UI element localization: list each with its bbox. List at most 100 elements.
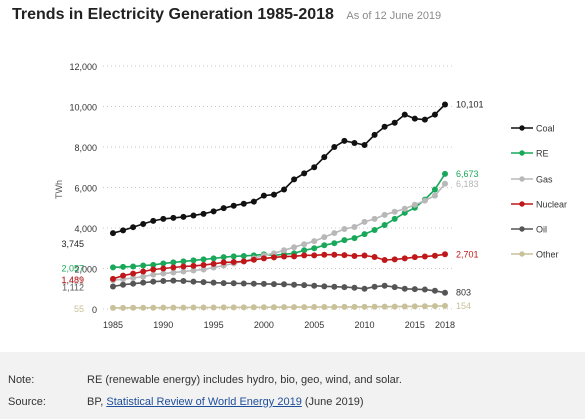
data-point-gas	[351, 223, 358, 230]
start-value-label: 55	[74, 304, 84, 314]
plot-area: 0 2,000 4,000 6,000 8,000 10,000 12,000 TWh 1985…	[0, 38, 585, 352]
data-point-oil	[371, 283, 378, 290]
data-point-coal	[341, 137, 348, 144]
data-point-other	[291, 304, 298, 311]
data-point-nuclear	[220, 259, 227, 266]
y-tick-label: 6,000	[74, 184, 97, 194]
legend-swatch-marker	[519, 226, 525, 232]
data-point-other	[190, 304, 197, 311]
data-point-re	[381, 221, 388, 228]
data-point-other	[331, 303, 338, 310]
data-point-re	[210, 255, 217, 262]
data-point-oil	[250, 280, 257, 287]
data-point-re	[351, 235, 358, 242]
legend-swatch-marker	[519, 150, 525, 156]
data-point-re	[220, 254, 227, 261]
data-point-coal	[411, 115, 418, 122]
data-point-other	[371, 303, 378, 310]
data-point-oil	[120, 281, 127, 288]
legend-swatch-marker	[519, 251, 525, 257]
data-point-gas	[391, 208, 398, 215]
data-point-re	[110, 264, 116, 271]
data-point-oil	[150, 278, 157, 285]
data-point-gas	[140, 273, 147, 280]
data-point-nuclear	[381, 256, 388, 263]
data-point-oil	[220, 280, 227, 287]
data-point-re	[150, 261, 157, 268]
data-point-other	[270, 304, 277, 311]
data-point-nuclear	[321, 251, 328, 258]
data-point-coal	[210, 208, 217, 215]
data-point-nuclear	[170, 264, 177, 271]
data-point-oil	[240, 280, 247, 287]
data-point-coal	[120, 227, 127, 234]
note-row: Note: RE (renewable energy) includes hydr…	[8, 374, 402, 386]
data-point-coal	[351, 139, 358, 146]
data-point-re	[301, 247, 308, 254]
legend-label: Gas	[536, 175, 553, 185]
data-point-other	[311, 304, 318, 311]
data-point-oil	[210, 279, 217, 286]
data-point-re	[200, 256, 207, 263]
data-point-coal	[190, 212, 197, 219]
data-point-coal	[291, 176, 298, 183]
data-point-other	[200, 304, 207, 311]
y-tick-label: 4,000	[74, 224, 97, 234]
data-point-nuclear	[120, 272, 127, 279]
data-point-oil	[391, 284, 398, 291]
data-point-gas	[331, 230, 338, 237]
data-point-gas	[411, 201, 418, 208]
data-point-other	[431, 303, 438, 310]
chart-title: Trends in Electricity Generation 1985-20…	[12, 6, 334, 23]
data-point-nuclear	[270, 254, 277, 261]
data-point-gas	[190, 267, 197, 274]
legend-label: RE	[536, 149, 549, 159]
data-point-nuclear	[391, 256, 398, 263]
data-point-gas	[321, 234, 328, 241]
data-point-coal	[240, 200, 247, 207]
data-point-nuclear	[260, 255, 267, 262]
start-value-label: 1,489	[61, 275, 84, 285]
line-chart: 0 2,000 4,000 6,000 8,000 10,000 12,000 TWh 1985…	[54, 62, 567, 330]
data-point-other	[411, 303, 418, 310]
source-prefix: BP,	[87, 396, 107, 408]
data-point-nuclear	[180, 263, 187, 270]
data-point-gas	[442, 180, 448, 187]
data-point-oil	[421, 286, 428, 293]
end-value-label: 10,101	[456, 99, 484, 109]
end-value-label: 803	[456, 288, 471, 298]
data-point-other	[281, 304, 288, 311]
data-point-nuclear	[311, 252, 318, 259]
data-point-nuclear	[110, 275, 116, 282]
legend-swatch-marker	[519, 125, 525, 131]
data-point-gas	[431, 192, 438, 199]
data-point-gas	[401, 205, 408, 212]
data-point-re	[130, 263, 137, 270]
source-link[interactable]: Statistical Review of World Energy 2019	[106, 396, 302, 408]
data-point-other	[361, 303, 368, 310]
data-point-oil	[260, 280, 267, 287]
data-point-gas	[150, 271, 157, 278]
data-point-oil	[361, 285, 368, 292]
data-point-coal	[130, 224, 137, 231]
y-tick-label: 10,000	[69, 103, 97, 113]
data-point-other	[240, 304, 247, 311]
data-point-oil	[411, 286, 418, 293]
data-point-gas	[381, 211, 388, 218]
data-point-oil	[331, 283, 338, 290]
x-tick-label: 1985	[103, 320, 123, 330]
data-point-re	[371, 227, 378, 234]
data-point-other	[210, 304, 217, 311]
data-point-other	[301, 304, 308, 311]
data-point-nuclear	[341, 252, 348, 259]
data-point-oil	[442, 289, 448, 296]
data-point-gas	[311, 238, 318, 245]
data-point-oil	[140, 279, 147, 286]
data-point-oil	[170, 277, 177, 284]
data-point-gas	[170, 269, 177, 276]
legend-swatch-marker	[519, 176, 525, 182]
data-point-coal	[371, 131, 378, 138]
data-point-other	[230, 304, 237, 311]
data-point-coal	[331, 144, 338, 150]
data-point-coal	[160, 215, 167, 222]
